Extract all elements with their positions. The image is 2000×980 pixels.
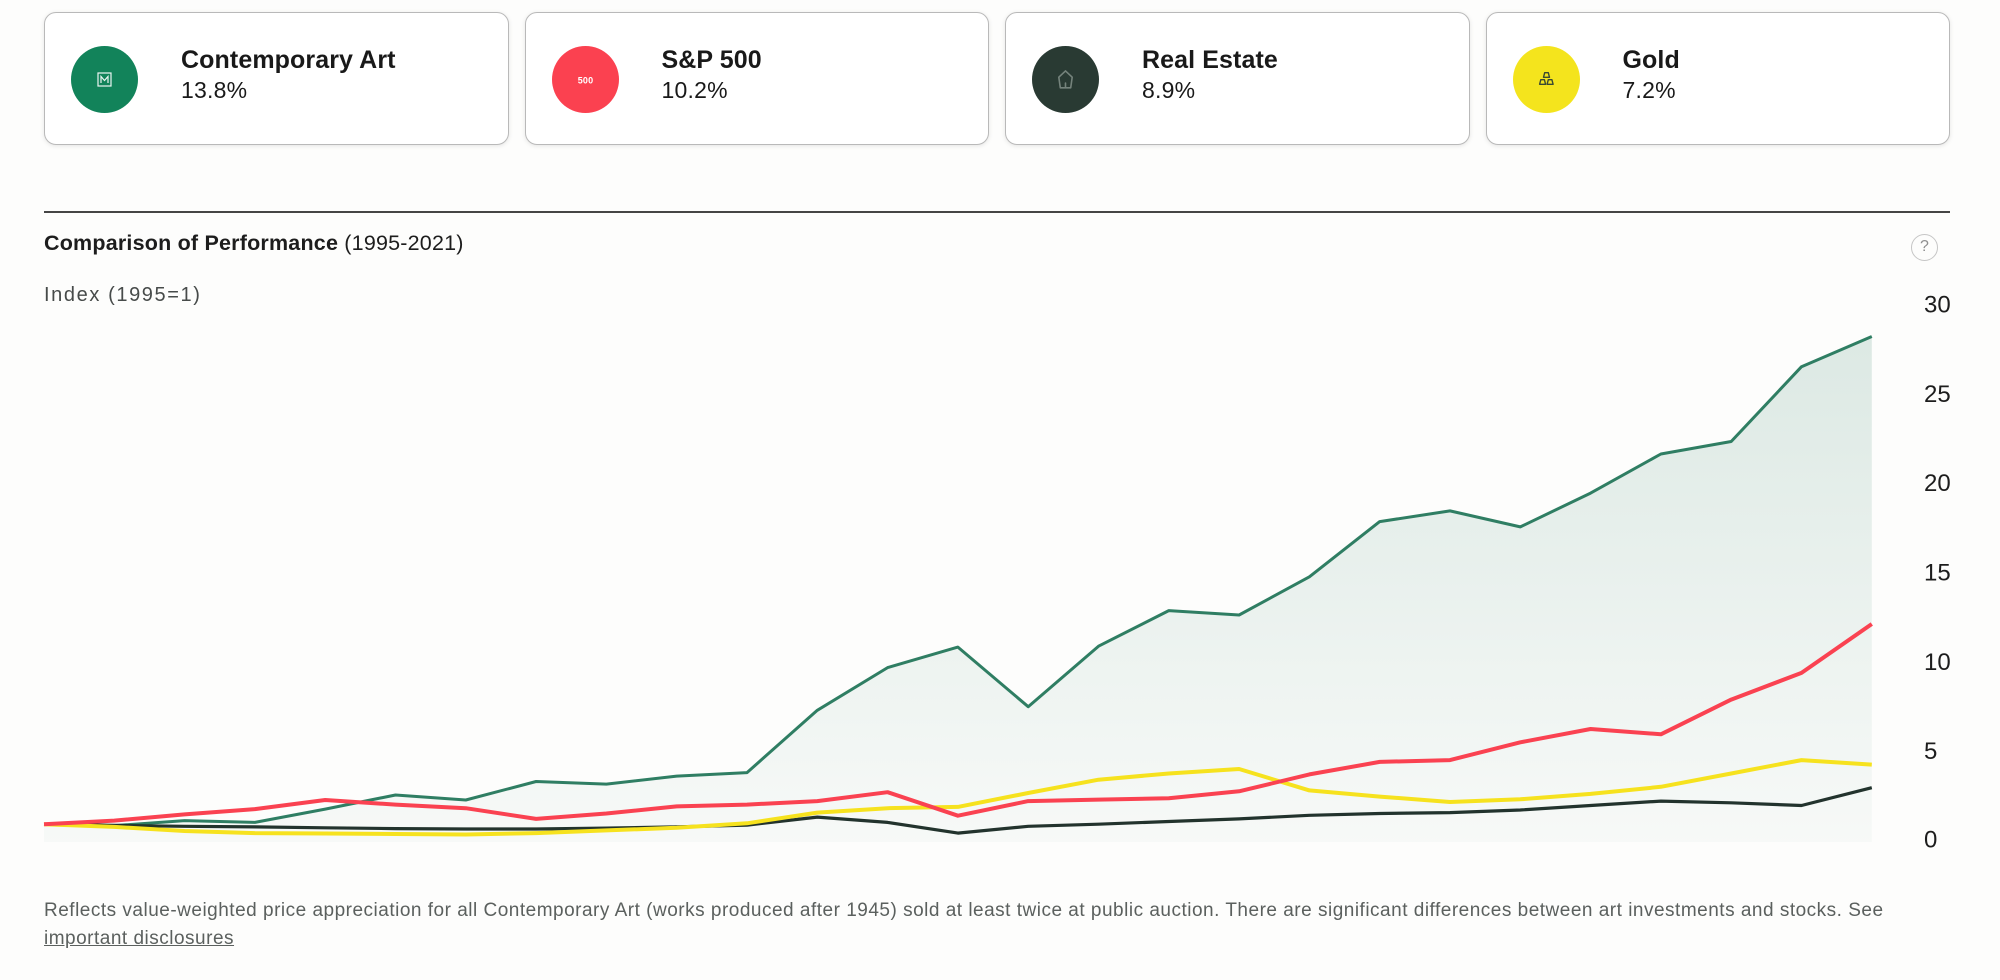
svg-text:15: 15	[1924, 559, 1951, 586]
svg-text:30: 30	[1924, 292, 1951, 319]
svg-text:0: 0	[1924, 827, 1937, 854]
svg-text:20: 20	[1924, 470, 1951, 497]
svg-text:5: 5	[1924, 738, 1937, 765]
svg-text:10: 10	[1924, 649, 1951, 676]
svg-text:25: 25	[1924, 381, 1951, 408]
svg-text:500: 500	[577, 76, 593, 86]
